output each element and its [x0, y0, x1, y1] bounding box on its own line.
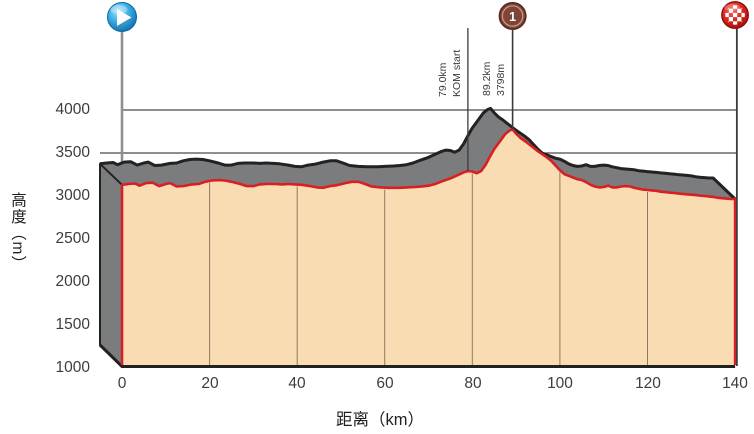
svg-text:1: 1 [509, 10, 516, 24]
x-tick-40: 40 [288, 375, 306, 392]
x-axis-title: 距离（km） [336, 411, 424, 429]
annotation-summit: 89.2km 3798m [481, 36, 508, 96]
finish-checkered-icon [721, 1, 749, 29]
annotation-summit-elevation: 3798m [494, 63, 507, 96]
start-play-icon [107, 2, 137, 32]
y-tick-3000: 3000 [55, 187, 90, 204]
y-tick-2500: 2500 [55, 230, 90, 247]
x-tick-140: 140 [722, 375, 748, 392]
annotation-summit-distance: 89.2km [481, 61, 493, 96]
y-tick-1000: 1000 [55, 359, 90, 376]
profile-bottom-edge [98, 343, 736, 368]
kom-mountain-icon: 1 [498, 0, 527, 30]
x-tick-20: 20 [201, 375, 219, 392]
profile-left-face [99, 162, 123, 367]
x-tick-0: 0 [117, 375, 127, 392]
profile-red-line [120, 128, 737, 365]
annotation-kom-start-distance: 79.0km [437, 62, 449, 97]
y-axis-title: 高度（m） [9, 192, 26, 272]
y-tick-4000: 4000 [55, 101, 90, 118]
x-tick-60: 60 [376, 375, 394, 392]
profile-front-face [122, 129, 736, 366]
y-tick-1500: 1500 [55, 316, 90, 333]
profile-top-surface [100, 108, 736, 199]
x-tick-100: 100 [547, 375, 573, 392]
annotation-kom-start-label: KOM start [450, 49, 463, 97]
y-tick-3500: 3500 [55, 144, 90, 161]
y-tick-2000: 2000 [55, 273, 90, 290]
x-tick-80: 80 [464, 375, 482, 392]
annotation-kom-start: 79.0km KOM start [437, 27, 464, 97]
x-tick-120: 120 [635, 375, 661, 392]
profile-ridge-line [99, 106, 737, 201]
